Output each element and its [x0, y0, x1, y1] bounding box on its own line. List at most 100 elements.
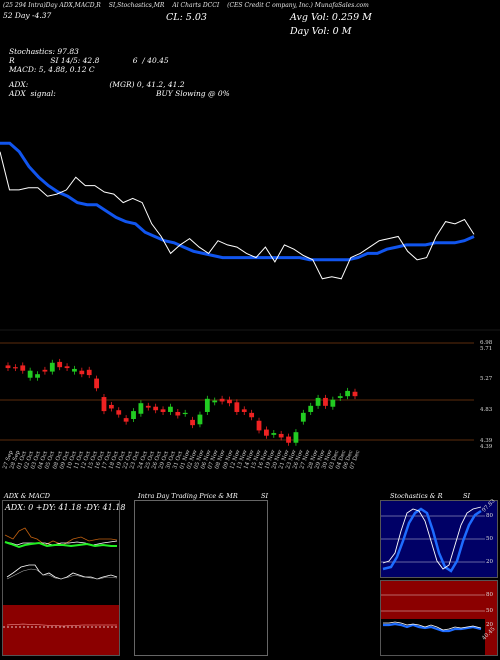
candle-up: [330, 399, 336, 407]
candle-down: [5, 365, 11, 369]
candle-down: [264, 429, 269, 436]
candle-down: [123, 418, 129, 422]
header-segment: Al Charts DCCI: [172, 2, 220, 9]
candle-down: [12, 367, 18, 369]
adx-panel-title: ADX & MACD: [4, 492, 50, 500]
stoch-d-line: [382, 507, 482, 573]
stochastics-readout: Stochastics: 97.83: [9, 47, 79, 56]
intraday-panel: [134, 500, 268, 656]
stochastics-panel: 80 50 20 97.83: [380, 498, 498, 578]
candle-down: [286, 436, 291, 443]
candle-up: [293, 432, 299, 443]
candle-down: [175, 411, 181, 416]
candle-down: [101, 397, 107, 412]
candles-group: [5, 358, 358, 446]
candle-up: [27, 370, 33, 378]
candle-down: [219, 398, 225, 402]
candle-down: [64, 366, 70, 369]
candle-down: [57, 361, 63, 368]
price-axis-label: 5.71: [480, 346, 493, 352]
candle-down: [42, 369, 48, 372]
macd-line: [6, 564, 118, 580]
adx-readout: ADX: (MGR) 0, 41.2, 41.2: [9, 80, 185, 89]
moving-average-line: [0, 141, 475, 262]
header-segment: (CES Credit C: [227, 2, 271, 9]
stoch-axis-label: 50: [486, 536, 493, 542]
macd-signal-line: [6, 568, 118, 580]
date-axis: 27 Sep 28 Sep 01 Oct 02 Oct 03 Oct 04 Oct 05 O…: [0, 449, 500, 488]
candle-down: [241, 409, 247, 412]
candle-up: [49, 362, 55, 372]
minus-di-line: [4, 541, 117, 549]
adx-values: ADX: 0 +DY: 41.18 -DY: 41.18: [5, 503, 126, 512]
stoch-panel-title: Stochastics & R: [390, 492, 443, 500]
intra-panel-title-suffix: SI: [261, 492, 269, 500]
candle-down: [256, 420, 262, 431]
plus-di-line: [4, 527, 118, 546]
price-axis-label: 4.83: [480, 407, 493, 413]
day-volume: Day Vol: 0 M: [290, 26, 352, 37]
candle-up: [271, 433, 277, 435]
rsi-blue-line: [383, 622, 482, 633]
macd-readout: MACD: 5, 4.88, 0.12 C: [9, 65, 95, 74]
rsi-panel: 80 50 20 40.45: [380, 580, 498, 656]
rsi-axis-label: 80: [486, 592, 493, 598]
candle-down: [190, 419, 195, 426]
stoch-axis-label: 20: [486, 559, 493, 565]
header-segment: SI,Stochastics,MR: [108, 2, 165, 9]
rsi-chart: [381, 594, 485, 655]
histogram-line: [6, 623, 117, 627]
candle-down: [79, 370, 85, 375]
candle-up: [212, 400, 218, 403]
candle-down: [108, 404, 114, 409]
candle-down: [278, 433, 284, 438]
candle-up: [337, 396, 343, 398]
header-left-value: 52 Day -4.37: [3, 11, 52, 20]
candle-up: [168, 406, 173, 412]
candle-down: [227, 399, 232, 404]
header-segment: (25 294 Intra)Day ADX,MACD,R: [3, 2, 101, 9]
stoch-k-line: [382, 506, 482, 570]
intra-panel-title: Intra Day Trading Price & MR: [138, 492, 238, 500]
stoch-panel-title-suffix: SI: [463, 492, 471, 500]
candle-down: [153, 406, 159, 411]
rsi-readout: R SI 14/5: 42.8 6 / 40.45: [9, 56, 169, 65]
candle-up: [345, 390, 351, 397]
rsi-axis-label: 20: [486, 622, 493, 628]
candle-down: [20, 365, 26, 371]
macd-histogram: [3, 623, 119, 628]
candle-down: [94, 378, 99, 389]
candle-down: [323, 397, 328, 406]
candle-up: [197, 414, 203, 425]
candle-up: [204, 398, 210, 412]
price-line: [0, 151, 475, 280]
candle-down: [352, 391, 358, 397]
rsi-white-line: [383, 621, 482, 631]
candlestick-chart: [0, 342, 474, 446]
candle-down: [160, 409, 166, 412]
candle-up: [308, 405, 314, 412]
candle-up: [35, 374, 40, 378]
price-axis-label: 4.39: [480, 444, 493, 450]
candle-up: [315, 397, 321, 406]
adx-signal-readout: ADX signal: BUY Slowing @ 0%: [9, 89, 230, 98]
candle-down: [249, 412, 255, 418]
candle-up: [138, 403, 144, 414]
header-segment: ompany, Inc.) MunafaSales.com: [272, 2, 369, 9]
candle-up: [300, 412, 306, 422]
main-line-chart: [0, 141, 500, 331]
candle-down: [86, 369, 92, 376]
candle-up: [131, 411, 136, 420]
candle-down: [145, 405, 151, 408]
adx-macd-panel: ADX: 0 +DY: 41.18 -DY: 41.18: [2, 500, 125, 656]
average-volume: Avg Vol: 0.259 M: [290, 12, 372, 23]
candle-down: [234, 402, 240, 412]
close-label: CL: 5.03: [166, 12, 207, 23]
candle-up: [182, 412, 188, 415]
price-axis-label: 4.39: [480, 438, 493, 444]
macd-histogram-area: [3, 605, 119, 655]
adx-chart: [4, 527, 118, 580]
price-axis-label: 6.98: [480, 340, 493, 346]
stochastics-chart: [381, 506, 485, 573]
price-axis-label: 5.27: [480, 376, 493, 382]
